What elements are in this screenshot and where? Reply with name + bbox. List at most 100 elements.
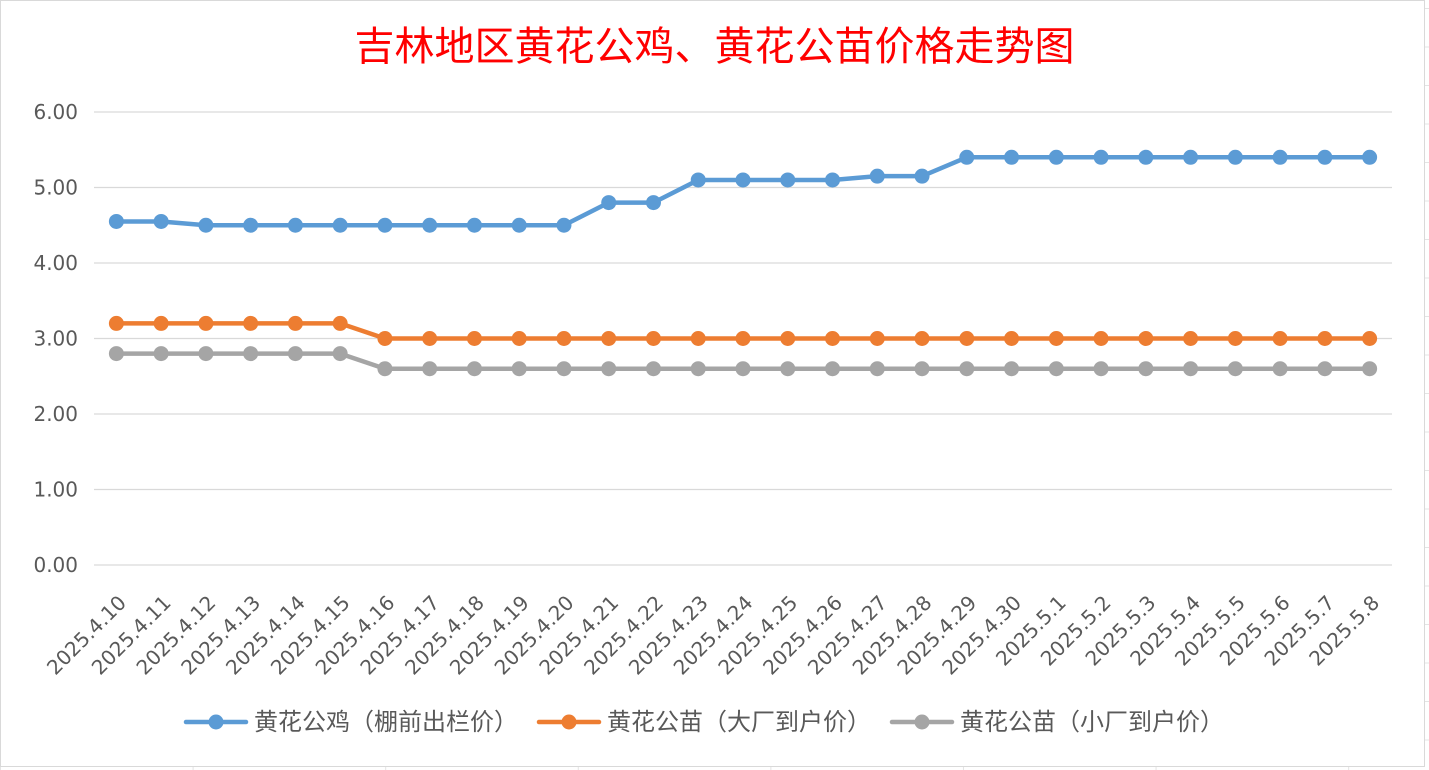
chick-large-farm-price-point (1138, 331, 1154, 346)
x-axis: 2025.4.102025.4.112025.4.122025.4.132025… (42, 591, 1384, 680)
rooster-shed-price-point (645, 195, 661, 211)
rooster-shed-price-point (735, 172, 751, 188)
chick-large-farm-price-point (377, 331, 393, 346)
rooster-shed-price-point (1183, 149, 1199, 165)
chick-small-farm-price-point (869, 361, 885, 377)
legend-point-marker (208, 714, 224, 730)
chick-small-farm-price-point (466, 361, 482, 377)
chick-large-farm-price-point (1227, 331, 1243, 346)
rooster-shed-price-point (1272, 149, 1288, 165)
chick-small-farm-price-point (511, 361, 527, 377)
chick-small-farm-price-point (243, 346, 259, 362)
chick-large-farm-price-point (153, 315, 169, 331)
chick-small-farm-price-point (287, 346, 303, 362)
chick-large-farm-price-point (735, 331, 751, 346)
chick-large-farm-price-point (108, 315, 124, 331)
y-tick-label: 1.00 (33, 478, 78, 502)
rooster-shed-price-point (1138, 149, 1154, 165)
chick-small-farm-price-point (645, 361, 661, 377)
chick-small-farm-price-point (1317, 361, 1333, 377)
rooster-shed-price-point (959, 149, 975, 165)
rooster-shed-price-line (114, 155, 1372, 228)
chick-small-farm-price-point (198, 346, 214, 362)
rooster-shed-price-point (1093, 149, 1109, 165)
chick-large-farm-price-point (690, 331, 706, 346)
legend-label: 黄花公苗（小厂到户价） (960, 708, 1224, 736)
legend-point-marker (561, 714, 577, 730)
plot-series (108, 149, 1378, 377)
chick-large-farm-price-point (511, 331, 527, 346)
legend-point-marker (914, 714, 930, 730)
chick-large-farm-price-point (1093, 331, 1109, 346)
chick-small-farm-price-point (1362, 361, 1378, 377)
rooster-shed-price-point (243, 217, 259, 233)
chick-large-farm-price-point (869, 331, 885, 346)
chick-large-farm-price-point (556, 331, 572, 346)
legend-item-chick-small-farm-price: 黄花公苗（小厂到户价） (889, 708, 1224, 736)
rooster-shed-price-point (869, 168, 885, 184)
chick-small-farm-price-point (601, 361, 617, 377)
chick-large-farm-price-point (601, 331, 617, 346)
chart-title: 吉林地区黄花公鸡、黄花公苗价格走势图 (354, 24, 1075, 70)
chick-small-farm-price-point (1183, 361, 1199, 377)
chick-large-farm-price-point (645, 331, 661, 346)
rooster-shed-price-point (511, 217, 527, 233)
chick-large-farm-price-point (422, 331, 438, 346)
chick-small-farm-price-point (1004, 361, 1020, 377)
rooster-shed-price-point (108, 213, 124, 229)
chick-large-farm-price-point (914, 331, 930, 346)
y-axis: 0.00 1.00 2.00 3.00 4.00 5.00 6.00 (33, 100, 78, 577)
chick-small-farm-price-point (1272, 361, 1288, 377)
chick-small-farm-price-point (959, 361, 975, 377)
chick-large-farm-price-point (466, 331, 482, 346)
rooster-shed-price-point (1317, 149, 1333, 165)
rooster-shed-price-point (780, 172, 796, 188)
rooster-shed-price-point (332, 217, 348, 233)
rooster-shed-price-point (1362, 149, 1378, 165)
chick-large-farm-price-point (1317, 331, 1333, 346)
chick-small-farm-price-point (556, 361, 572, 377)
chick-large-farm-price-point (1004, 331, 1020, 346)
y-tick-label: 3.00 (33, 327, 78, 351)
chick-small-farm-price-point (690, 361, 706, 377)
y-tick-label: 2.00 (33, 402, 78, 426)
rooster-shed-price-point (1048, 149, 1064, 165)
chick-small-farm-price-point (735, 361, 751, 377)
rooster-shed-price-point (377, 217, 393, 233)
chick-large-farm-price-point (332, 315, 348, 331)
chick-large-farm-price-point (1362, 331, 1378, 346)
rooster-shed-price-point (466, 217, 482, 233)
rooster-shed-price-point (914, 168, 930, 184)
legend-label: 黄花公苗（大厂到户价） (607, 708, 871, 736)
chick-large-farm-price-point (243, 315, 259, 331)
chick-small-farm-price-point (1048, 361, 1064, 377)
chick-small-farm-price-point (1138, 361, 1154, 377)
legend: 黄花公鸡（棚前出栏价） 黄花公苗（大厂到户价） 黄花公苗（小厂到户价） (183, 708, 1224, 736)
chick-large-farm-price-point (1272, 331, 1288, 346)
rooster-shed-price-point (825, 172, 841, 188)
y-tick-label: 5.00 (33, 176, 78, 200)
chick-large-farm-price-point (1183, 331, 1199, 346)
chick-large-farm-price-point (198, 315, 214, 331)
chick-small-farm-price-point (332, 346, 348, 362)
chick-small-farm-price-point (1093, 361, 1109, 377)
y-tick-label: 4.00 (33, 251, 78, 275)
chick-small-farm-price-point (108, 346, 124, 362)
legend-label: 黄花公鸡（棚前出栏价） (254, 708, 518, 736)
rooster-shed-price-point (1004, 149, 1020, 165)
chick-small-farm-price-point (780, 361, 796, 377)
legend-item-rooster-shed-price: 黄花公鸡（棚前出栏价） (183, 708, 518, 736)
chick-large-farm-price-point (780, 331, 796, 346)
chick-small-farm-price-point (825, 361, 841, 377)
chick-large-farm-price-point (1048, 331, 1064, 346)
rooster-shed-price-point (601, 195, 617, 211)
legend-item-chick-large-farm-price: 黄花公苗（大厂到户价） (536, 708, 871, 736)
rooster-shed-price-point (690, 172, 706, 188)
chick-large-farm-price-point (825, 331, 841, 346)
rooster-shed-price-point (198, 217, 214, 233)
rooster-shed-price-point (287, 217, 303, 233)
chick-small-farm-price-point (377, 361, 393, 377)
rooster-shed-price-point (153, 213, 169, 229)
